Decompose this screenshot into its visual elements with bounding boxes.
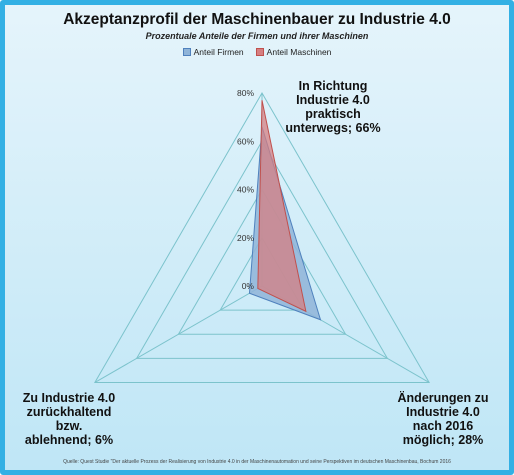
chart-subtitle: Prozentuale Anteile der Firmen und ihrer… (145, 31, 369, 41)
grid-ring-80 (93, 92, 431, 383)
legend-label-firmen: Anteil Firmen (193, 47, 244, 57)
legend-item-firmen: Anteil Firmen (182, 47, 244, 57)
series-anteil-maschinen (257, 100, 307, 313)
tick-label-40: 40% (237, 185, 254, 195)
chart-title: Akzeptanzprofil der Maschinenbauer zu In… (63, 11, 451, 28)
legend-label-maschinen: Anteil Maschinen (266, 47, 332, 57)
tick-label-0: 0% (242, 281, 255, 291)
legend-swatch-maschinen (255, 48, 264, 56)
axis-spoke-2 (94, 285, 263, 383)
radar-tick-labels: 0% 20% 40% 60% 80% (237, 88, 254, 291)
category-label-praktisch-unterwegs: In Richtung Industrie 4.0 praktisch unte… (285, 79, 381, 135)
legend-item-maschinen: Anteil Maschinen (255, 47, 332, 57)
tick-label-60: 60% (237, 136, 254, 146)
radar-series (248, 100, 322, 321)
legend: Anteil Firmen Anteil Maschinen (0, 47, 514, 57)
category-label-zurueckhaltend-ablehnend: Zu Industrie 4.0 zurückhaltend bzw. able… (22, 391, 116, 447)
tick-label-80: 80% (237, 88, 254, 98)
source-note: Quelle: Quest Studie "Der aktuelle Proze… (63, 459, 451, 465)
grid-ring-60 (135, 140, 389, 359)
legend-swatch-firmen (182, 48, 191, 56)
category-label-aenderungen-nach-2016: Änderungen zu Industrie 4.0 nach 2016 mö… (397, 391, 489, 447)
tick-label-20: 20% (237, 233, 254, 243)
grid-ring-40 (177, 188, 347, 335)
